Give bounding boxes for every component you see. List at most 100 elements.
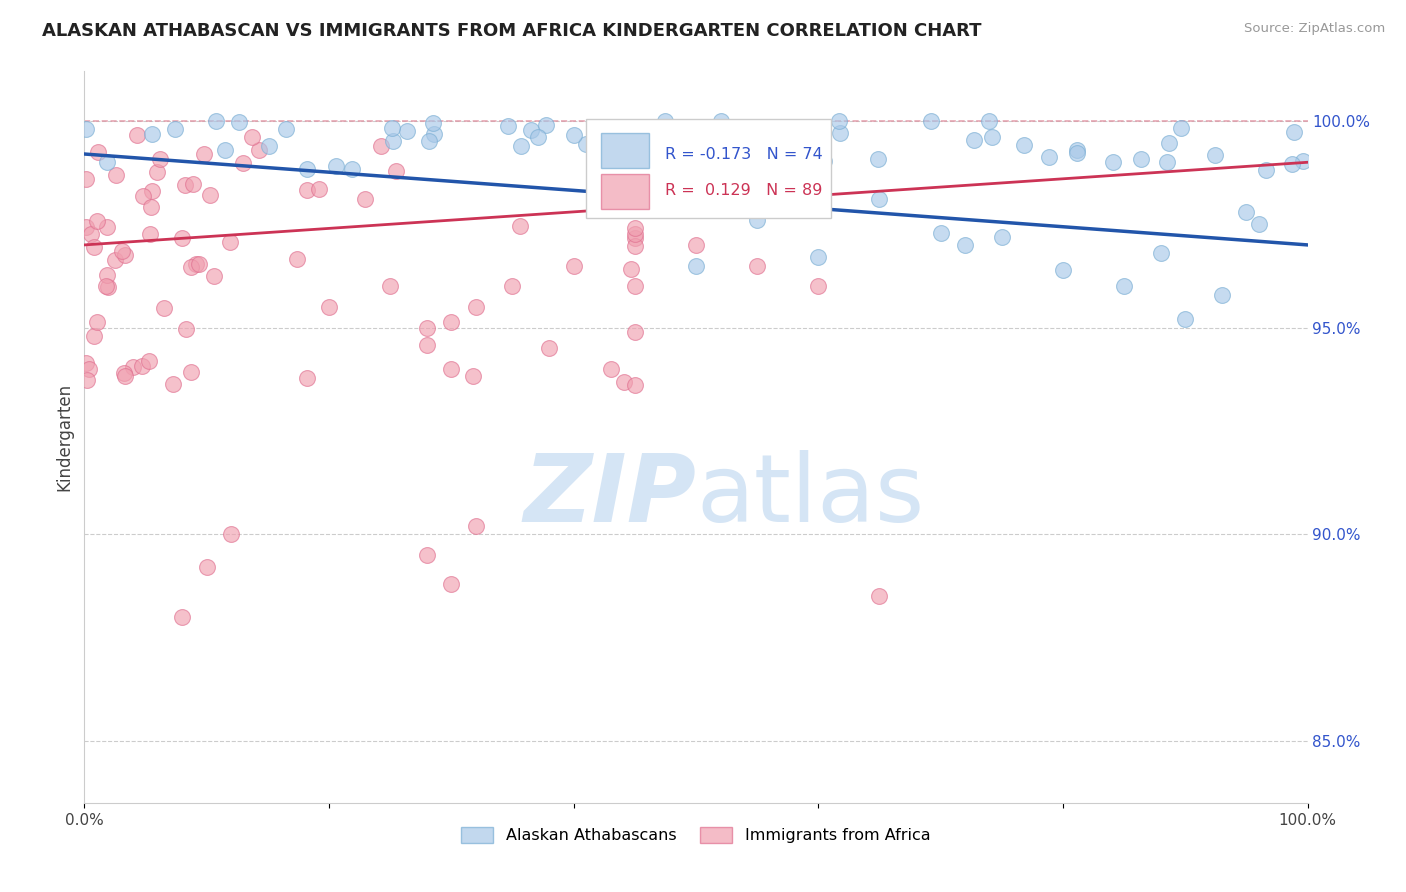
Point (295, 161, 318, 176)
Point (232, 156, 254, 170)
Point (654, 114, 676, 128)
Point (186, 257, 208, 271)
Point (1157, 136, 1180, 151)
Point (381, 120, 404, 135)
Point (172, 230, 194, 244)
Point (146, 165, 169, 179)
Point (149, 153, 172, 167)
Point (747, 259, 769, 273)
Point (980, 130, 1002, 145)
Point (214, 143, 236, 157)
FancyBboxPatch shape (600, 133, 650, 168)
Point (416, 548, 439, 562)
Legend: Alaskan Athabascans, Immigrants from Africa: Alaskan Athabascans, Immigrants from Afr… (454, 821, 938, 850)
Point (627, 161, 650, 175)
Point (1150, 246, 1173, 260)
Point (624, 143, 647, 157)
Point (138, 227, 160, 241)
Point (200, 188, 222, 202)
Point (440, 316, 463, 330)
Point (991, 229, 1014, 244)
Text: atlas: atlas (696, 450, 924, 541)
Point (526, 130, 548, 145)
Point (114, 366, 136, 380)
Point (195, 560, 218, 574)
Point (624, 231, 647, 245)
Point (1130, 152, 1153, 166)
Point (1052, 262, 1074, 277)
Point (463, 368, 485, 383)
Point (181, 177, 204, 191)
Point (228, 115, 250, 129)
Point (193, 147, 215, 161)
Point (96, 220, 118, 235)
Point (1236, 205, 1258, 219)
Point (624, 156, 647, 170)
Point (813, 153, 835, 168)
Point (173, 178, 195, 193)
Text: R =  0.129   N = 89: R = 0.129 N = 89 (665, 183, 823, 197)
Point (869, 193, 891, 207)
Point (963, 133, 986, 147)
Point (440, 362, 463, 376)
Point (86, 214, 108, 228)
Point (1012, 137, 1035, 152)
Point (869, 589, 891, 603)
Text: Source: ZipAtlas.com: Source: ZipAtlas.com (1244, 22, 1385, 36)
Point (83, 329, 105, 343)
Point (804, 152, 827, 166)
Point (600, 361, 623, 376)
Point (534, 118, 557, 132)
Point (249, 143, 271, 157)
Point (295, 371, 318, 385)
Point (96, 268, 118, 282)
Point (685, 238, 707, 252)
Point (257, 139, 280, 153)
Point (381, 134, 404, 148)
Point (104, 168, 127, 182)
Point (165, 122, 187, 136)
Point (633, 155, 655, 169)
Point (141, 127, 163, 141)
Point (162, 377, 184, 392)
Point (498, 119, 520, 133)
Point (510, 138, 533, 153)
Point (638, 139, 661, 153)
Text: ZIP: ZIP (523, 450, 696, 541)
Point (1174, 312, 1197, 326)
Point (395, 124, 418, 138)
Point (138, 353, 160, 368)
Point (79, 362, 101, 376)
Point (1247, 217, 1270, 231)
FancyBboxPatch shape (586, 119, 831, 218)
Point (807, 279, 830, 293)
Point (464, 300, 486, 314)
Point (174, 322, 197, 336)
Point (131, 359, 153, 374)
Point (562, 259, 585, 273)
Point (318, 300, 340, 314)
Point (676, 145, 699, 159)
Point (79, 227, 101, 242)
Point (807, 250, 830, 264)
Point (76, 373, 98, 387)
Point (509, 219, 531, 233)
Text: ALASKAN ATHABASCAN VS IMMIGRANTS FROM AFRICA KINDERGARTEN CORRELATION CHART: ALASKAN ATHABASCAN VS IMMIGRANTS FROM AF… (42, 22, 981, 40)
Point (416, 338, 439, 352)
Point (1102, 155, 1125, 169)
Point (828, 114, 851, 128)
Point (153, 301, 176, 316)
Point (96, 154, 118, 169)
Point (83, 239, 105, 253)
Point (86, 316, 108, 330)
Y-axis label: Kindergarten: Kindergarten (55, 383, 73, 491)
Point (502, 279, 524, 293)
FancyBboxPatch shape (600, 174, 650, 209)
Point (75, 171, 97, 186)
Point (75, 122, 97, 136)
Point (418, 134, 440, 148)
Point (125, 128, 148, 142)
Point (1170, 121, 1192, 136)
Point (1038, 150, 1060, 164)
Point (354, 192, 377, 206)
